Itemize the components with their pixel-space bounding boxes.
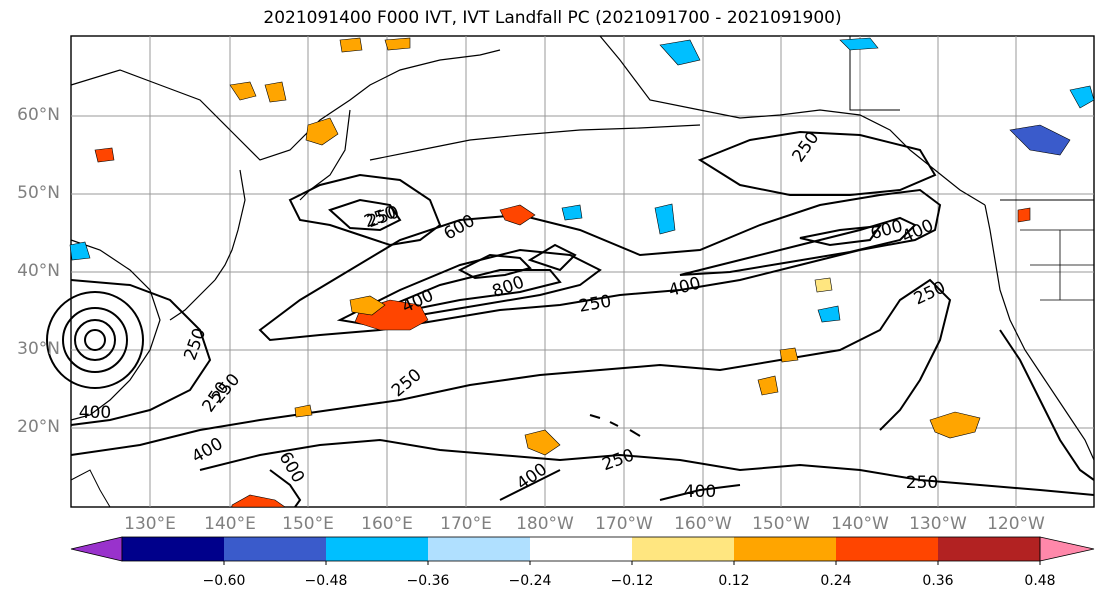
longitude-label: 180°W bbox=[516, 514, 574, 534]
longitude-label: 160°W bbox=[674, 514, 732, 534]
colorbar-tick-label: −0.12 bbox=[610, 573, 654, 589]
latitude-label: 20°N bbox=[17, 417, 60, 437]
colorbar-tick-label: 0.24 bbox=[820, 573, 852, 589]
longitude-label: 130°E bbox=[124, 514, 176, 534]
longitude-label: 170°W bbox=[595, 514, 653, 534]
colorbar-tick-label: −0.48 bbox=[304, 573, 348, 589]
longitude-label: 150°W bbox=[752, 514, 810, 534]
colorbar-segment bbox=[836, 537, 938, 561]
longitude-label: 140°E bbox=[204, 514, 256, 534]
longitude-label: 160°E bbox=[361, 514, 413, 534]
colorbar-segment bbox=[938, 537, 1040, 561]
colorbar-tick-label: −0.60 bbox=[202, 573, 246, 589]
colorbar-extend-max bbox=[1039, 536, 1095, 562]
colorbar-tick-label: −0.24 bbox=[508, 573, 552, 589]
colorbar-tick-label: 0.48 bbox=[1024, 573, 1056, 589]
colorbar-tick-label: 0.36 bbox=[922, 573, 954, 589]
latitude-label: 50°N bbox=[17, 183, 60, 203]
contour-label: 400 bbox=[684, 482, 716, 502]
colorbar-tick-label: 0.12 bbox=[718, 573, 750, 589]
longitude-label: 130°W bbox=[909, 514, 967, 534]
colorbar-segment bbox=[632, 537, 734, 561]
latitude-label: 60°N bbox=[17, 105, 60, 125]
longitude-label: 170°E bbox=[440, 514, 492, 534]
coastlines bbox=[70, 35, 1095, 508]
colorbar-segment bbox=[428, 537, 530, 561]
colorbar-segment bbox=[224, 537, 326, 561]
latitude-label: 30°N bbox=[17, 339, 60, 359]
latitude-label: 40°N bbox=[17, 261, 60, 281]
colorbar-segment bbox=[530, 537, 632, 561]
colorbar-extend-min bbox=[70, 536, 123, 562]
longitude-label: 120°W bbox=[987, 514, 1045, 534]
colorbar-segment bbox=[122, 537, 224, 561]
contour-label: 250 bbox=[906, 473, 938, 493]
colorbar-outline bbox=[121, 536, 1041, 562]
contour-label: 400 bbox=[79, 403, 111, 423]
chart-title: 2021091400 F000 IVT, IVT Landfall PC (20… bbox=[263, 8, 842, 28]
ivt-contours bbox=[46, 130, 1095, 508]
longitude-label: 140°W bbox=[831, 514, 889, 534]
pc-shading bbox=[69, 37, 1095, 508]
longitude-label: 150°E bbox=[282, 514, 334, 534]
colorbar-segment bbox=[734, 537, 836, 561]
colorbar-tick-label: −0.36 bbox=[406, 573, 450, 589]
colorbar-segment bbox=[326, 537, 428, 561]
